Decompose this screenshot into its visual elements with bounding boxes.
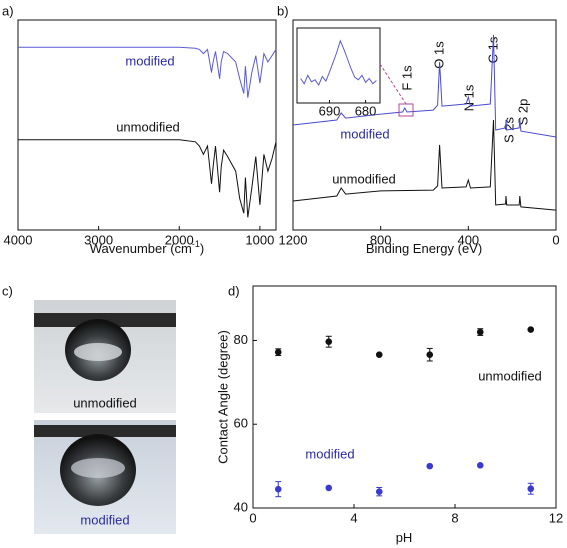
- y-axis-label: Contact Angle (degree): [215, 330, 230, 464]
- series-label: unmodified: [332, 171, 396, 186]
- data-point: [325, 484, 333, 492]
- data-point: [274, 485, 282, 493]
- y-tick-label: 40: [234, 499, 248, 514]
- y-tick-label: 80: [234, 332, 248, 347]
- data-point: [426, 351, 434, 358]
- data-point: [274, 348, 282, 356]
- x-tick-label: 2000: [165, 232, 194, 247]
- x-axis-label: Binding Energy (eV): [366, 241, 482, 256]
- x-axis-label-text: Wavenumber (cm: [90, 241, 192, 256]
- photo-caption: unmodified: [73, 395, 137, 410]
- panel-label: a): [2, 3, 14, 18]
- inset-x-tick-label: 680: [355, 103, 377, 118]
- data-point: [375, 488, 383, 495]
- plot-frame: [252, 285, 557, 509]
- x-tick-label: 1000: [245, 232, 274, 247]
- x-axis-label-text: Binding Energy (eV): [366, 241, 482, 256]
- peak-label: S 2p: [515, 99, 530, 126]
- inset-x-tick-label: 690: [319, 103, 341, 118]
- spectrum-line: [292, 34, 557, 138]
- substrate: [34, 425, 176, 437]
- inset-frame: [296, 27, 381, 104]
- panel-label: d): [228, 283, 240, 298]
- data-point: [476, 461, 484, 469]
- data-point: [527, 326, 535, 333]
- data-point: [527, 485, 535, 493]
- x-axis-label-text: pH: [396, 530, 413, 545]
- spectrum-line: [292, 119, 557, 211]
- peak-label: O 1s: [431, 41, 446, 69]
- photo-caption: modified: [80, 512, 129, 527]
- data-point: [476, 328, 484, 336]
- photo-panel: c) unmodified modified: [2, 283, 176, 534]
- data-point: [426, 462, 434, 470]
- series-label: unmodified: [116, 119, 180, 134]
- data-point: [375, 351, 383, 358]
- y-tick-label: 60: [234, 416, 248, 431]
- series-label: modified: [305, 446, 354, 461]
- panel-label: b): [277, 3, 289, 18]
- x-tick-label: 800: [370, 232, 392, 247]
- series-label: modified: [125, 53, 174, 68]
- zoom-connector: [379, 63, 407, 105]
- x-axis-label-end: ): [200, 241, 204, 256]
- x-tick-label: 400: [457, 232, 479, 247]
- panel-label: c): [2, 283, 13, 298]
- x-axis-label: pH: [396, 530, 413, 545]
- x-tick-label: 3000: [84, 232, 113, 247]
- plot-frame: [17, 19, 277, 231]
- droplet-highlight: [74, 343, 122, 361]
- x-axis-label-sup: -1: [192, 239, 200, 249]
- x-tick-label: 0: [552, 232, 559, 247]
- x-tick-label: 12: [549, 510, 563, 525]
- series-label: unmodified: [478, 368, 542, 383]
- inset-line: [300, 39, 377, 87]
- peak-label: F 1s: [399, 65, 414, 91]
- droplet-highlight: [71, 458, 125, 478]
- x-tick-label: 0: [249, 510, 256, 525]
- series-label: modified: [340, 126, 389, 141]
- spectrum-line: [18, 139, 277, 218]
- x-tick-label: 4000: [4, 232, 33, 247]
- x-axis-label: Wavenumber (cm-1): [90, 239, 204, 256]
- spectrum-line: [18, 46, 277, 98]
- x-tick-label: 8: [451, 510, 458, 525]
- x-tick-label: 1200: [279, 232, 308, 247]
- data-point: [325, 338, 333, 346]
- x-tick-label: 4: [350, 510, 357, 525]
